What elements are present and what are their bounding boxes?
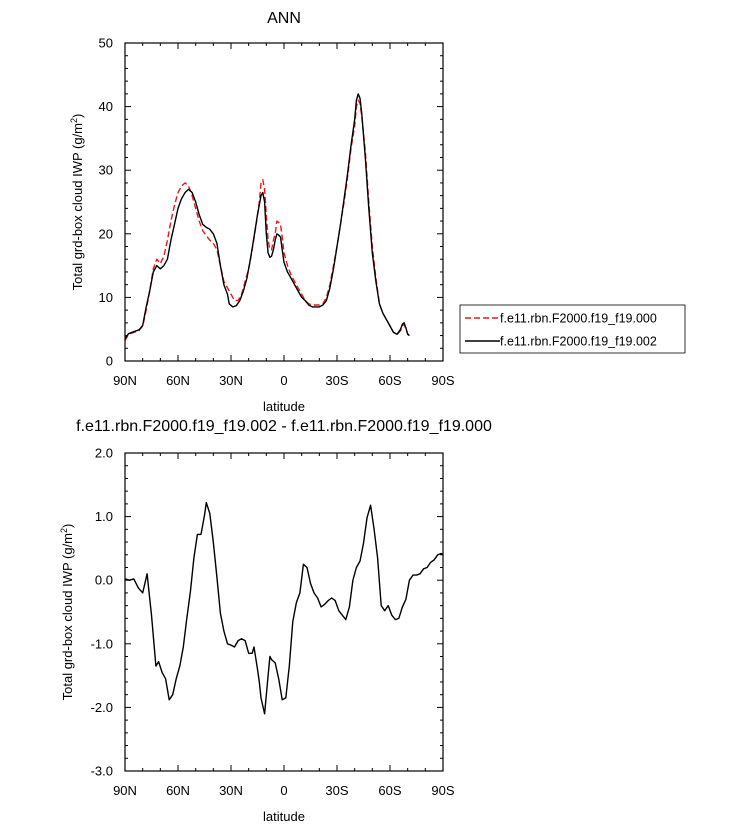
chart-title: f.e11.rbn.F2000.f19_f19.002 - f.e11.rbn.… (76, 418, 492, 435)
plot-frame (124, 452, 444, 772)
y-axis-label-main: Total grd-box cloud IWP (g/m (70, 123, 85, 290)
legend-box (459, 304, 686, 354)
series-line-1 (124, 99, 410, 341)
y-axis-label: Total grd-box cloud IWP (g/m2) (59, 524, 75, 701)
y-axis-label-superscript: 2 (59, 528, 69, 533)
chart-panel-2: f.e11.rbn.F2000.f19_f19.002 - f.e11.rbn.… (59, 418, 492, 824)
y-tick-label: 20 (99, 226, 113, 241)
x-tick-label: 30N (219, 783, 243, 798)
chart-title: ANN (267, 10, 301, 27)
y-tick-label: -3.0 (91, 764, 113, 779)
x-tick-label: 90S (431, 373, 454, 388)
x-tick-label: 90N (113, 373, 137, 388)
legend-label-2: f.e11.rbn.F2000.f19_f19.002 (500, 335, 657, 349)
y-tick-label: 1.0 (95, 509, 113, 524)
y-tick-label: 0.0 (95, 573, 113, 588)
y-tick-label: 30 (99, 163, 113, 178)
y-tick-label: 10 (99, 290, 113, 305)
series-line-2 (124, 93, 410, 340)
y-tick-label: -1.0 (91, 636, 113, 651)
x-tick-label: 0 (280, 783, 287, 798)
x-tick-label: 30S (325, 783, 348, 798)
x-tick-label: 60N (166, 373, 190, 388)
x-tick-label: 60S (378, 373, 401, 388)
series-line-1 (124, 501, 444, 715)
y-tick-label: 0 (106, 354, 113, 369)
y-tick-label: 50 (99, 36, 113, 51)
y-tick-label: 2.0 (95, 446, 113, 461)
y-axis-label-main: Total grd-box cloud IWP (g/m (60, 533, 75, 700)
x-axis-label: latitude (263, 399, 305, 414)
y-axis-label-close: ) (60, 524, 75, 528)
legend: f.e11.rbn.F2000.f19_f19.000 f.e11.rbn.F20… (459, 304, 686, 354)
x-axis-label: latitude (263, 809, 305, 824)
plot-frame (124, 42, 444, 362)
y-tick-label: -2.0 (91, 700, 113, 715)
y-tick-label: 40 (99, 99, 113, 114)
x-tick-label: 60S (378, 783, 401, 798)
legend-label-1: f.e11.rbn.F2000.f19_f19.000 (500, 312, 657, 326)
chart-panel-1: ANN 90N 60N 30N 0 30S 60S 90S 0 10 20 30 40 50 latitud… (69, 10, 686, 414)
x-tick-label: 60N (166, 783, 190, 798)
y-axis-label: Total grd-box cloud IWP (g/m2) (69, 114, 85, 291)
y-axis-label-close: ) (70, 114, 85, 118)
x-tick-label: 90S (431, 783, 454, 798)
x-tick-label: 0 (280, 373, 287, 388)
x-tick-label: 30S (325, 373, 348, 388)
y-axis-label-superscript: 2 (69, 118, 79, 123)
x-tick-label: 30N (219, 373, 243, 388)
x-tick-label: 90N (113, 783, 137, 798)
